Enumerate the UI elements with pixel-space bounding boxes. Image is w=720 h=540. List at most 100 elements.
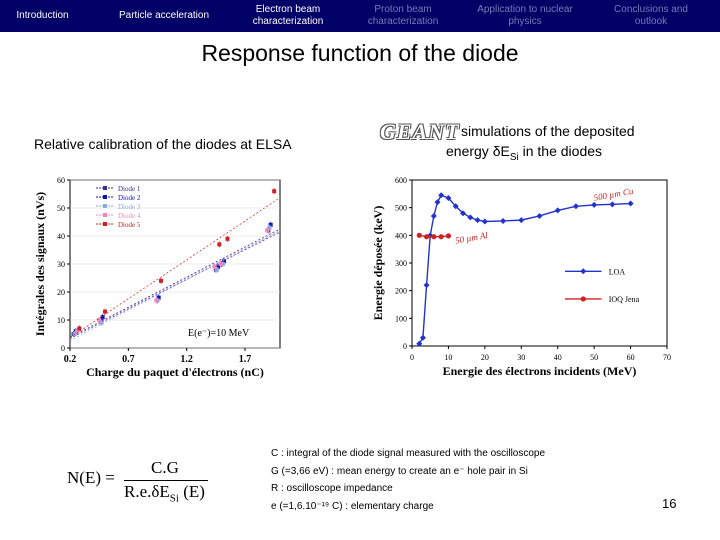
page-number: 16 xyxy=(662,496,677,511)
nav-item-conclusions[interactable]: Conclusions and outlook xyxy=(614,4,688,27)
y-tick-label: 40 xyxy=(57,232,65,241)
definition-g: G (=3,66 eV) : mean energy to create an … xyxy=(271,465,528,477)
y-tick-label: 100 xyxy=(395,314,407,323)
y-tick-label: 20 xyxy=(57,288,65,297)
x-tick-label: 0 xyxy=(410,353,414,362)
data-point xyxy=(500,217,507,224)
data-point xyxy=(217,242,222,247)
y-axis-label: Intégrales des signaux (nVs) xyxy=(33,192,47,336)
data-point xyxy=(159,278,163,283)
data-point xyxy=(427,232,434,239)
data-point xyxy=(445,233,452,239)
data-point xyxy=(154,298,159,303)
data-point xyxy=(554,207,561,214)
data-point xyxy=(609,201,616,208)
nav-item-electron-beam[interactable]: Electron beam characterization xyxy=(252,4,324,27)
data-point xyxy=(431,234,437,240)
slide-title: Response function of the diode xyxy=(201,40,519,66)
data-point xyxy=(474,217,481,224)
right-subtitle-line1: simulations of the deposited xyxy=(461,123,635,139)
data-point xyxy=(100,315,105,320)
definition-c: C : integral of the diode signal measure… xyxy=(271,448,546,459)
series-fit-line xyxy=(69,230,281,341)
x-tick-label: 30 xyxy=(517,353,525,362)
y-axis-label: Energie déposée (keV) xyxy=(371,206,385,321)
legend-marker xyxy=(103,213,107,217)
data-point xyxy=(416,232,422,238)
formula-den-sub: Si xyxy=(169,492,179,505)
data-point xyxy=(438,234,444,240)
data-point xyxy=(627,200,634,207)
x-tick-label: 1.7 xyxy=(239,354,252,365)
legend-label: Diode 5 xyxy=(118,221,141,229)
x-axis-label: Energie des électrons incidents (MeV) xyxy=(443,364,637,378)
data-point xyxy=(272,189,277,194)
data-point xyxy=(481,218,488,225)
data-point xyxy=(430,212,437,219)
legend-label: Diode 1 xyxy=(118,185,141,193)
data-point xyxy=(438,192,445,199)
definition-e: e (=1,6.10⁻¹⁹ C) : elementary charge xyxy=(271,500,434,512)
x-tick-label: 50 xyxy=(590,353,598,362)
legend-label: IOQ Jena xyxy=(609,295,640,304)
x-tick-label: 1.2 xyxy=(180,354,193,365)
x-tick-label: 70 xyxy=(663,353,671,362)
x-tick-label: 0.2 xyxy=(64,354,77,365)
data-point xyxy=(99,320,104,325)
geant-logo: GEANT xyxy=(380,119,460,144)
y-tick-label: 600 xyxy=(395,176,407,185)
data-point xyxy=(75,329,79,334)
nav-item-proton-beam[interactable]: Proton beam characterization xyxy=(367,4,439,27)
y-tick-label: 400 xyxy=(395,231,407,240)
left-subtitle: Relative calibration of the diodes at EL… xyxy=(34,136,292,152)
data-point xyxy=(572,203,579,210)
formula-fraction-bar xyxy=(124,480,208,481)
plot-area xyxy=(411,179,668,347)
data-point xyxy=(156,295,161,300)
data-point xyxy=(423,234,430,240)
legend-marker xyxy=(103,195,107,199)
data-point xyxy=(416,340,423,347)
y-tick-label: 0 xyxy=(403,342,407,351)
data-point xyxy=(267,225,272,230)
x-tick-label: 20 xyxy=(481,353,489,362)
y-tick-label: 200 xyxy=(395,287,407,296)
y-tick-label: 500 xyxy=(395,204,407,213)
formula-denominator: R.e.δESi (E) xyxy=(124,482,205,504)
data-point xyxy=(72,332,77,336)
data-point xyxy=(452,203,459,210)
data-point xyxy=(218,262,223,266)
data-point xyxy=(460,210,466,217)
y-tick-label: 10 xyxy=(57,316,65,325)
data-point xyxy=(216,264,221,269)
legend-marker xyxy=(103,204,107,208)
data-point xyxy=(103,309,107,314)
data-point xyxy=(225,236,230,241)
top-nav-bar: Introduction Particle acceleration Elect… xyxy=(0,0,720,32)
definitions-list: C : integral of the diode signal measure… xyxy=(271,445,545,515)
x-tick-label: 40 xyxy=(554,353,562,362)
data-point xyxy=(77,326,82,331)
energy-annotation: E(e⁻)=10 MeV xyxy=(188,328,250,339)
nav-item-nuclear-physics[interactable]: Application to nuclear physics xyxy=(477,4,573,27)
legend-label: Diode 4 xyxy=(118,212,141,220)
data-point xyxy=(97,318,102,322)
formula-den-tail: (E) xyxy=(178,482,205,501)
legend-marker xyxy=(580,268,587,275)
legend-label: Diode 2 xyxy=(118,194,141,202)
x-tick-label: 10 xyxy=(444,353,452,362)
formula-lhs: N(E) = xyxy=(67,468,115,487)
right-subtitle-line2: energy δESi in the diodes xyxy=(446,143,602,163)
nav-item-introduction[interactable]: Introduction xyxy=(16,10,69,21)
data-point xyxy=(265,228,270,233)
x-axis-label: Charge du paquet d'électrons (nC) xyxy=(86,365,264,379)
legend-marker xyxy=(580,296,586,302)
x-tick-label: 0.7 xyxy=(122,354,135,365)
data-point xyxy=(434,199,441,206)
nav-item-particle-acceleration[interactable]: Particle acceleration xyxy=(118,10,210,21)
series-fit-line xyxy=(69,228,281,338)
data-point xyxy=(268,222,273,227)
data-point xyxy=(212,264,217,269)
formula-den-main: R.e.δE xyxy=(124,482,170,501)
